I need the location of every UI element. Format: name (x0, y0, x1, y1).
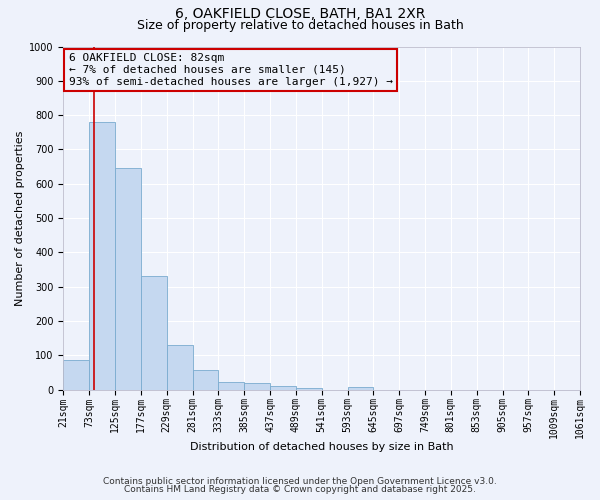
Bar (64, 360, 89, 390)
Bar (141, 276, 167, 390)
Bar (244, 384, 270, 390)
Bar (270, 386, 296, 390)
Bar (347, 387, 373, 390)
Text: Contains public sector information licensed under the Open Government Licence v3: Contains public sector information licen… (103, 477, 497, 486)
Text: 6, OAKFIELD CLOSE, BATH, BA1 2XR: 6, OAKFIELD CLOSE, BATH, BA1 2XR (175, 8, 425, 22)
X-axis label: Distribution of detached houses by size in Bath: Distribution of detached houses by size … (190, 442, 454, 452)
Bar (89, 122, 115, 390)
Bar (296, 388, 322, 390)
Bar (193, 370, 218, 390)
Bar (167, 345, 193, 390)
Y-axis label: Number of detached properties: Number of detached properties (15, 130, 25, 306)
Bar (218, 382, 244, 390)
Text: 6 OAKFIELD CLOSE: 82sqm
← 7% of detached houses are smaller (145)
93% of semi-de: 6 OAKFIELD CLOSE: 82sqm ← 7% of detached… (68, 54, 392, 86)
Text: Size of property relative to detached houses in Bath: Size of property relative to detached ho… (137, 19, 463, 32)
Bar (115, 168, 141, 390)
Text: Contains HM Land Registry data © Crown copyright and database right 2025.: Contains HM Land Registry data © Crown c… (124, 485, 476, 494)
